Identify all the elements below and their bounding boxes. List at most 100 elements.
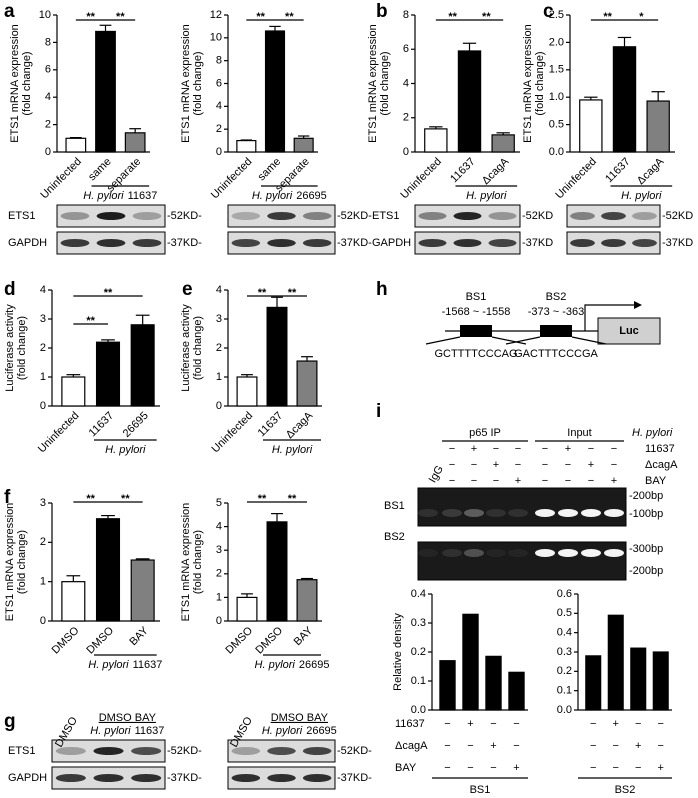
gel-image (417, 487, 627, 527)
text-piece: 11637 (128, 190, 158, 202)
gel-sign: − (493, 475, 499, 487)
gel-condition: BAY (645, 475, 667, 487)
blot-band (601, 239, 626, 247)
gel-sign: − (471, 459, 477, 471)
bar (293, 137, 314, 153)
y-tick-label: 0 (403, 146, 409, 158)
y-tick-label: 1 (40, 371, 46, 383)
significance-label: ** (104, 287, 113, 299)
y-axis-label: ETS1 mRNA expression (522, 24, 534, 143)
blot-marker: -52KD- (167, 745, 202, 757)
blot-band (418, 212, 447, 220)
blot-marker: -52KD (662, 210, 693, 222)
error-bar (101, 339, 115, 343)
y-axis-label: (fold change) (534, 51, 546, 115)
bar (124, 132, 146, 153)
condition-sign: − (444, 740, 450, 752)
bar (236, 376, 258, 407)
x-tick-label: Uninfected (553, 156, 599, 202)
x-tick-label: ΔcagA (284, 409, 316, 441)
y-tick-label: 2 (216, 568, 222, 580)
y-axis-label: (fold change) (16, 530, 28, 594)
x-tick-label: 11637 (603, 156, 633, 186)
significance-label: ** (86, 11, 95, 23)
y-tick-label: 0 (216, 615, 222, 627)
gel-row-label: BS2 (384, 531, 405, 543)
x-tick-label: DMSO (223, 624, 255, 656)
y-tick-label: 4 (45, 91, 51, 103)
gel-band (508, 549, 528, 557)
blot-row-label: ETS1 (8, 210, 36, 222)
binding-site (540, 325, 572, 337)
error-bar (99, 24, 112, 32)
text-piece: H. pylori (83, 190, 124, 202)
bar (130, 324, 155, 407)
significance-label: ** (285, 11, 294, 23)
blot-group: H. pylori 11637 (90, 725, 164, 737)
x-tick-label: ΔcagA (480, 155, 512, 187)
y-tick-label: 0 (45, 146, 51, 158)
y-tick-label: 8 (403, 9, 409, 21)
y-tick-label: 3 (40, 497, 46, 509)
bar (652, 651, 669, 711)
blot-marker: -37KD- (167, 772, 202, 784)
gel-marker: -100bp (629, 508, 663, 520)
y-tick-label: 3 (216, 544, 222, 556)
y-tick-label: 0.1 (411, 675, 426, 687)
error-bar (301, 356, 313, 362)
gel-band (558, 509, 578, 517)
y-axis-label: (fold change) (16, 316, 28, 380)
bar (508, 671, 525, 711)
blot-band (570, 239, 595, 247)
text-piece: H. pylori (88, 659, 129, 671)
panel-label: i (376, 401, 381, 422)
blot-marker: -52KD (522, 210, 553, 222)
gel-band (558, 549, 578, 557)
error-bar (241, 593, 253, 598)
bar (612, 46, 637, 153)
blot-band (453, 212, 482, 220)
y-tick-label: 8 (45, 36, 51, 48)
x-tick-label: Uninfected (36, 410, 82, 456)
bar (607, 614, 624, 711)
blot-band (93, 747, 124, 755)
blot-band (60, 212, 90, 220)
x-tick-label: DMSO (50, 624, 82, 656)
gel-band (486, 509, 506, 517)
condition-sign: − (490, 718, 496, 730)
bar (585, 655, 602, 711)
blot-group: H. pylori 26695 (262, 725, 337, 737)
y-tick-label: 0.3 (411, 617, 426, 629)
gel-sign: + (565, 443, 571, 455)
y-tick-label: 2 (403, 112, 409, 124)
x-tick-label: same (86, 156, 114, 184)
blot-band (418, 239, 447, 247)
y-tick-label: 2 (45, 119, 51, 131)
x-tick-label: Uninfected (210, 410, 256, 456)
condition-sign: + (490, 740, 496, 752)
gel-sign: − (449, 443, 455, 455)
panel-label: d (4, 279, 16, 300)
blot-band (132, 212, 162, 220)
blot-band (132, 239, 162, 247)
error-bar (271, 513, 283, 522)
panel-label: g (4, 711, 16, 732)
y-tick-label: 0.6 (557, 588, 572, 600)
y-tick-label: 1 (216, 371, 222, 383)
blot-band (632, 212, 657, 220)
text-piece: H. pylori (90, 725, 131, 737)
bar (485, 655, 502, 711)
y-tick-label: 1 (216, 591, 222, 603)
text-piece: 26695 (296, 190, 327, 202)
gel-sign: − (542, 459, 548, 471)
binding-site (460, 325, 492, 337)
x-tick-label: DMSO (253, 624, 285, 656)
gel-sign: + (493, 459, 499, 471)
text-piece: H. pylori (466, 190, 507, 202)
bar (646, 100, 670, 153)
x-tick-label: 26695 (121, 410, 151, 440)
gel-sign: − (449, 475, 455, 487)
gel-sign: − (588, 475, 594, 487)
blot-marker: -37KD (522, 237, 553, 249)
